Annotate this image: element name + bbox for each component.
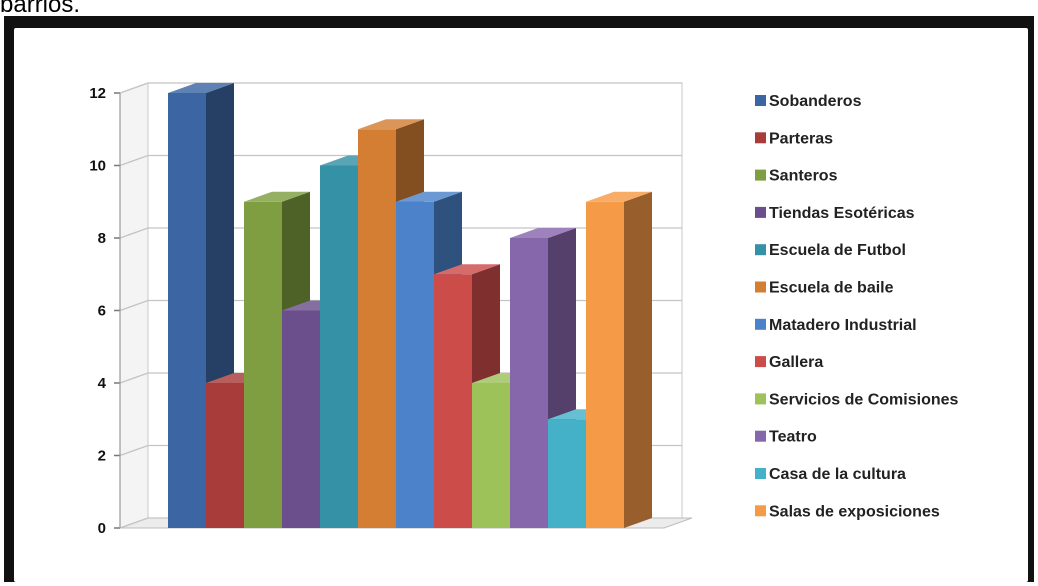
y-tick-label: 8 bbox=[98, 230, 106, 247]
legend-label: Parteras bbox=[769, 130, 833, 147]
bar-top bbox=[358, 119, 424, 130]
bar-front bbox=[206, 383, 244, 528]
legend-label: Gallera bbox=[769, 354, 823, 371]
legend-swatch bbox=[755, 393, 766, 405]
legend-swatch bbox=[755, 430, 766, 442]
legend-label: Casa de la cultura bbox=[769, 466, 906, 483]
bar-top bbox=[244, 191, 310, 202]
gridline bbox=[119, 227, 682, 239]
legend-label: Escuela de baile bbox=[769, 280, 894, 297]
legend-entry: Parteras bbox=[755, 130, 833, 147]
legend-swatch bbox=[755, 505, 766, 517]
bar-front bbox=[510, 238, 548, 528]
bar-front bbox=[548, 419, 586, 528]
y-tick-label: 10 bbox=[89, 158, 106, 175]
legend-swatch bbox=[755, 468, 766, 479]
y-tick-label: 4 bbox=[98, 375, 107, 392]
legend-label: Sobanderos bbox=[769, 93, 862, 110]
y-tick-label: 0 bbox=[98, 520, 106, 537]
bar-front bbox=[358, 129, 396, 528]
legend-swatch bbox=[755, 356, 766, 368]
legend-swatch bbox=[755, 281, 766, 293]
bar-front bbox=[586, 201, 624, 528]
bar-side bbox=[624, 191, 652, 528]
legend-swatch bbox=[755, 169, 766, 181]
bar-front bbox=[168, 93, 206, 528]
bar-front bbox=[472, 383, 510, 528]
legend-entry: Escuela de Futbol bbox=[755, 242, 906, 259]
legend-label: Escuela de Futbol bbox=[769, 242, 906, 259]
bar-top bbox=[168, 83, 234, 93]
legend-label: Teatro bbox=[769, 429, 817, 446]
legend-entry: Santeros bbox=[755, 168, 838, 185]
bar-front bbox=[244, 201, 282, 528]
bar bbox=[586, 191, 652, 528]
legend-swatch bbox=[755, 206, 766, 218]
y-tick-label: 2 bbox=[98, 448, 106, 465]
chart-legend: Sobanderos Parteras Santeros Tiendas Esotér… bbox=[755, 93, 959, 520]
bar-top bbox=[586, 191, 652, 202]
legend-swatch bbox=[755, 95, 766, 106]
legend-swatch bbox=[755, 318, 766, 330]
gridline bbox=[119, 82, 682, 94]
chart-bars bbox=[168, 83, 652, 528]
page-caption: barrios. bbox=[0, 0, 81, 18]
bar-front bbox=[434, 274, 472, 528]
bar-front bbox=[282, 310, 320, 528]
legend-swatch bbox=[755, 244, 766, 256]
gridline bbox=[119, 154, 682, 167]
legend-entry: Gallera bbox=[755, 354, 823, 371]
bar-top bbox=[434, 264, 500, 275]
legend-label: Salas de exposiciones bbox=[769, 503, 940, 520]
legend-label: Matadero Industrial bbox=[769, 317, 917, 334]
legend-entry: Casa de la cultura bbox=[755, 466, 906, 483]
bar-front bbox=[320, 165, 358, 528]
gridline bbox=[119, 299, 682, 312]
legend-label: Santeros bbox=[769, 168, 838, 185]
legend-entry: Servicios de Comisiones bbox=[755, 391, 959, 408]
bar-top bbox=[396, 191, 462, 202]
legend-label: Servicios de Comisiones bbox=[769, 391, 959, 408]
legend-swatch bbox=[755, 132, 766, 144]
y-axis-ticks: 0 2 4 6 8 10 12 bbox=[89, 85, 121, 537]
legend-label: Tiendas Esotéricas bbox=[769, 205, 915, 222]
legend-entry: Escuela de baile bbox=[755, 280, 894, 297]
legend-entry: Teatro bbox=[755, 429, 817, 446]
bar-front bbox=[396, 201, 434, 528]
legend-entry: Salas de exposiciones bbox=[755, 503, 940, 520]
y-tick-label: 6 bbox=[98, 303, 106, 320]
legend-entry: Matadero Industrial bbox=[755, 317, 917, 334]
legend-entry: Sobanderos bbox=[755, 93, 862, 110]
y-tick-label: 12 bbox=[89, 85, 106, 102]
bar-top bbox=[510, 228, 576, 238]
legend-entry: Tiendas Esotéricas bbox=[755, 205, 915, 222]
